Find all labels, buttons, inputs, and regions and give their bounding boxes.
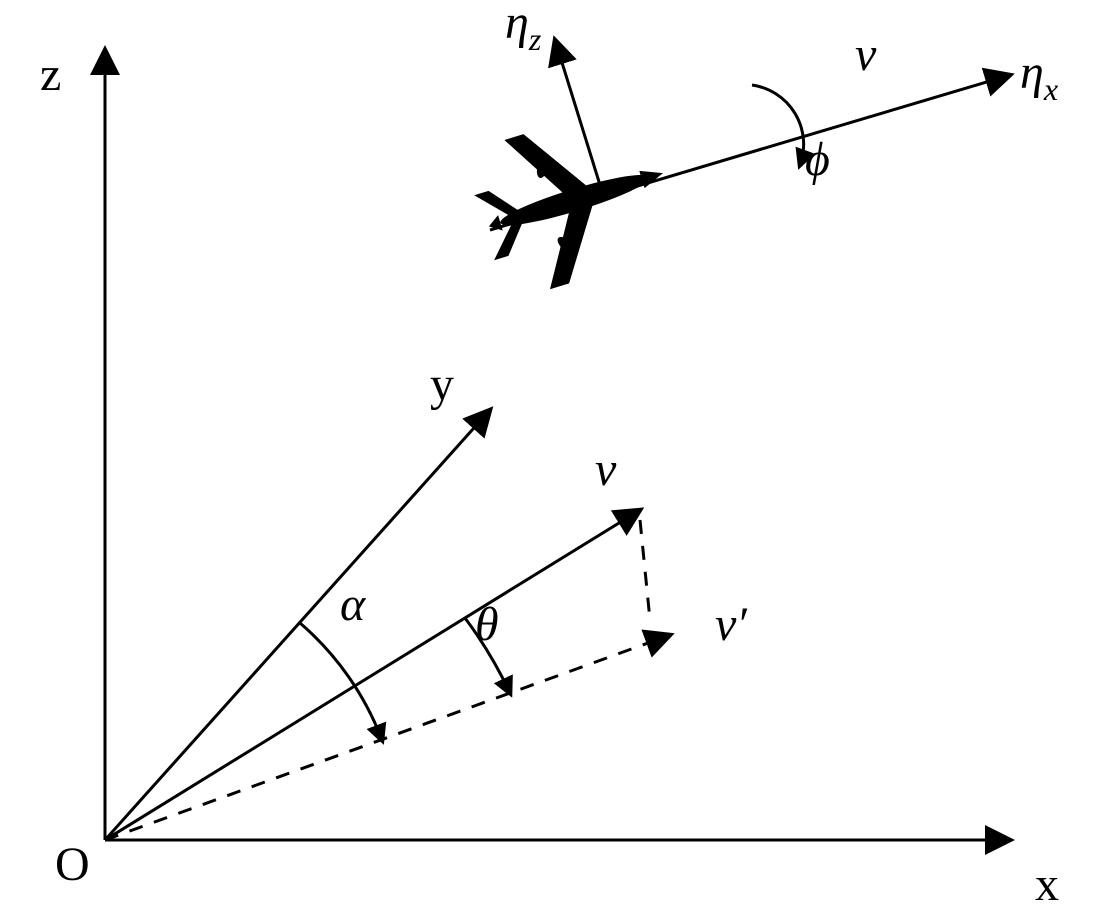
eta-z-label: ηz [505,0,542,57]
alpha-arc [300,623,382,740]
eta-z-sub: z [528,21,542,57]
v-prime-label: v′ [715,598,748,651]
diagram-canvas: z x y O v v′ α θ ηx v ηz ϕ [0,0,1118,919]
z-axis-label: z [40,48,61,101]
y-axis-label: y [430,358,454,411]
drop-line [640,520,650,620]
eta-z-symbol: η [505,0,529,49]
v-vector-label: v [595,443,617,496]
v-vector [105,510,640,840]
eta-x-label: ηx [1020,46,1058,107]
theta-label: θ [475,598,499,651]
y-axis [105,410,490,840]
eta-x-symbol: η [1020,46,1044,99]
origin-label: O [55,838,90,891]
eta-x-sub: x [1043,71,1058,107]
x-axis-label: x [1035,858,1059,911]
alpha-label: α [340,578,366,631]
phi-arc [752,85,804,165]
phi-label: ϕ [805,133,830,186]
aircraft-icon [461,99,685,303]
eta-z-axis [555,40,600,185]
v-top-label: v [855,28,877,81]
